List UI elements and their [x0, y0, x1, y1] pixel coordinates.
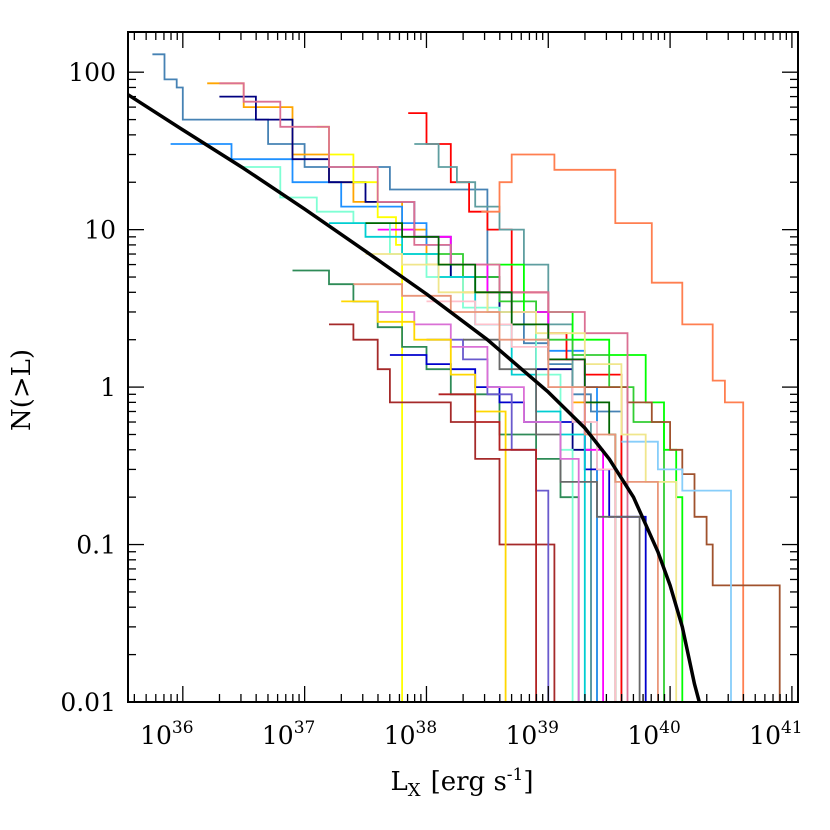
y-tick-label: 0.1	[76, 531, 116, 560]
tick-layer	[128, 32, 798, 703]
series-galaxy-16	[243, 166, 574, 702]
y-tick-label: 0.01	[60, 688, 116, 717]
series-galaxy-11	[584, 386, 781, 702]
plot-frame	[127, 31, 799, 703]
series-galaxy-27	[341, 300, 507, 702]
label-layer: 0.01 0.1 1 10 100 1036 1037 1038 1039 1040 1041	[60, 58, 802, 750]
x-tick-label: 1038	[384, 718, 437, 750]
x-axis-title: LX [erg s-1]	[390, 765, 533, 801]
series-galaxy-23	[426, 300, 617, 702]
series-galaxy-05	[408, 112, 623, 702]
model-curve	[127, 93, 701, 703]
x-tick-label: 1041	[749, 718, 802, 750]
x-axis-title-units: [erg s	[431, 767, 507, 797]
series-galaxy-01	[152, 53, 623, 702]
x-axis-title-main: L	[390, 767, 407, 797]
y-tick-label: 100	[68, 58, 116, 87]
series-galaxy-18	[389, 354, 647, 702]
x-tick-label: 1036	[140, 718, 193, 750]
series-galaxy-06	[414, 143, 592, 702]
series-galaxy-28	[438, 393, 537, 702]
series-layer	[152, 53, 781, 702]
x-axis-title-sub: X	[408, 780, 421, 801]
x-axis-title-exp: -1	[507, 765, 524, 785]
y-tick-label: 10	[84, 216, 116, 245]
series-galaxy-08	[316, 125, 403, 702]
series-galaxy-07	[481, 153, 745, 702]
series-galaxy-03	[170, 143, 598, 702]
y-tick-label: 1	[100, 373, 116, 402]
y-axis-title: N(>L)	[7, 349, 37, 431]
model-layer	[127, 93, 701, 703]
series-galaxy-17	[219, 82, 629, 702]
x-tick-label: 1040	[627, 718, 680, 750]
series-galaxy-19	[426, 338, 550, 702]
x-axis-title-close: ]	[523, 767, 533, 797]
x-tick-label: 1039	[506, 718, 559, 750]
x-tick-label: 1037	[262, 718, 315, 750]
series-galaxy-20	[329, 222, 586, 702]
series-galaxy-12	[621, 440, 732, 702]
series-galaxy-14	[329, 323, 556, 702]
series-galaxy-26	[377, 311, 580, 702]
series-galaxy-15	[377, 228, 604, 702]
